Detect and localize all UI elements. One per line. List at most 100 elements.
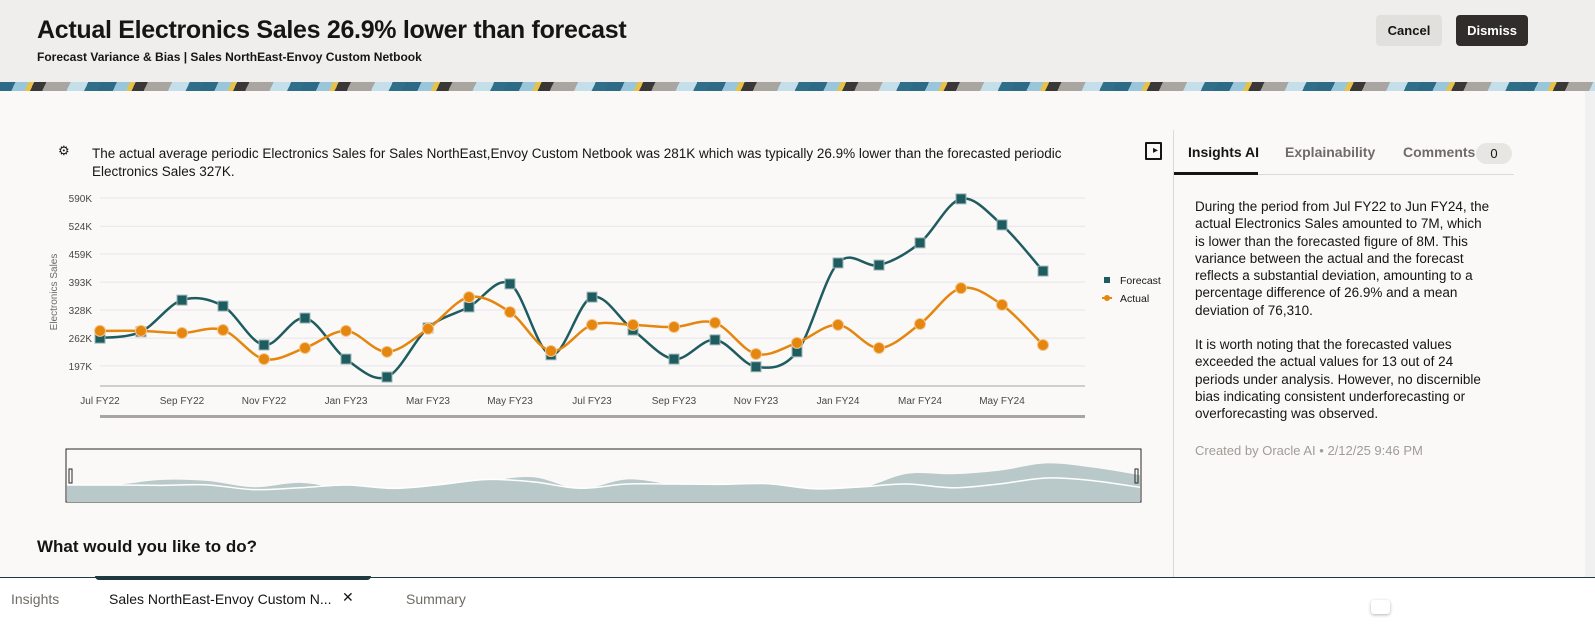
x-tick-label: Jan FY23 [325,396,368,407]
x-tick-label: Mar FY24 [898,396,942,407]
y-axis-ticks: 197K 262K 328K 393K 459K 524K 590K [69,194,93,373]
forecast-point [750,361,762,373]
cancel-button[interactable]: Cancel [1376,15,1442,46]
actual-point [545,344,557,357]
x-axis-ticks: Jul FY22 Sep FY22 Nov FY22 Jan FY23 Mar FY23… [80,396,1025,407]
forecast-point [463,301,475,313]
actual-point [586,318,598,331]
y-tick-label: 328K [69,306,93,317]
decorative-banner [0,82,1595,91]
actual-point [299,341,311,354]
tab-explainability[interactable]: Explainability [1285,144,1376,160]
y-tick-label: 590K [69,194,93,205]
actual-point [94,324,106,337]
x-tick-label: Jan FY24 [817,396,860,407]
actual-point [1037,338,1049,351]
tab-insights-ai[interactable]: Insights AI [1188,144,1260,160]
x-tick-label: Jul FY22 [80,396,120,407]
forecast-point [955,193,967,205]
y-axis-label: Electronics Sales [49,254,60,331]
forecast-point [586,291,598,303]
forecast-point [1037,265,1049,277]
actual-point [709,316,721,329]
bottom-tab-summary[interactable]: Summary [406,591,466,607]
actual-point [340,324,352,337]
page-subtitle: Forecast Variance & Bias | Sales NorthEa… [37,50,422,64]
ai-insight-text: During the period from Jul FY22 to Jun F… [1195,198,1495,423]
series-line-forecast [99,197,1044,380]
floating-handle[interactable] [1371,600,1390,614]
line-chart: 197K 262K 328K 393K 459K 524K 590K Jul FY22 Sep… [49,193,1161,503]
insight-summary: The actual average periodic Electronics … [92,146,1062,179]
bottom-tab-insights[interactable]: Insights [11,591,60,607]
chart-series [94,193,1049,383]
x-tick-label: May FY24 [979,396,1025,407]
tab-comments[interactable]: Comments [1403,144,1476,160]
x-tick-label: Sep FY22 [160,396,205,407]
bottom-tab-sales-northeast[interactable]: Sales NorthEast-Envoy Custom N... [109,591,332,607]
close-tab-icon[interactable]: ✕ [342,589,354,605]
actual-point [996,298,1008,311]
forecast-point [299,312,311,324]
panel-toggle-icon[interactable]: ▸ [1145,142,1162,160]
legend-marker-actual [1104,295,1110,301]
x-axis-scrollbar[interactable] [100,415,1085,418]
actual-point [463,291,475,304]
overview-left-handle [68,468,73,484]
forecast-point [381,371,393,383]
page-title: Actual Electronics Sales 26.9% lower tha… [37,16,627,44]
actual-point [135,324,147,337]
actual-point [832,318,844,331]
active-tab-indicator [1174,172,1258,175]
legend-label: Forecast [1120,275,1161,287]
ai-paragraph: During the period from Jul FY22 to Jun F… [1195,199,1490,318]
panel-divider [1173,130,1174,577]
actual-point [176,327,188,340]
action-prompt-heading: What would you like to do? [37,537,258,556]
forecast-point [176,294,188,306]
overview-navigator[interactable] [65,448,1142,503]
chart-grid [100,197,1085,387]
actual-point [791,336,803,349]
actual-point [955,282,967,295]
actual-point [258,353,270,366]
actual-point [381,345,393,358]
forecast-point [873,259,885,271]
vertical-scrollbar[interactable] [1585,91,1595,577]
header: Actual Electronics Sales 26.9% lower tha… [0,0,1595,82]
side-panel-tabs: Insights AI Explainability Comments [1174,130,1514,175]
legend-marker-forecast [1104,277,1110,283]
ai-robot-icon: ⚙ [58,143,70,158]
forecast-point [709,334,721,346]
actual-point [873,341,885,354]
x-tick-label: Mar FY23 [406,396,450,407]
forecast-point [668,353,680,365]
actual-point [217,324,229,337]
x-tick-label: Sep FY23 [652,396,697,407]
x-tick-label: May FY23 [487,396,533,407]
actual-point [668,321,680,334]
forecast-point [258,339,270,351]
y-tick-label: 524K [69,222,93,233]
y-tick-label: 393K [69,278,93,289]
ai-paragraph: It is worth noting that the forecasted v… [1195,337,1481,422]
comments-count-badge: 0 [1476,143,1512,164]
dismiss-button[interactable]: Dismiss [1456,15,1528,46]
forecast-point [914,237,926,249]
overview-area-actual [67,477,1140,502]
overview-line-actual [66,477,1141,491]
forecast-point [832,257,844,269]
x-tick-label: Nov FY23 [734,396,779,407]
actual-point [504,306,516,319]
active-bottom-tab-indicator [95,576,371,580]
chart-legend: Forecast Actual [1102,275,1161,305]
x-tick-label: Jul FY23 [572,396,612,407]
actual-point [627,318,639,331]
forecast-point [340,353,352,365]
actual-point [914,318,926,331]
forecast-point [996,219,1008,231]
y-tick-label: 459K [69,250,93,261]
overview-right-handle [1134,468,1139,484]
bottom-tab-bar: Insights Sales NorthEast-Envoy Custom N.… [0,576,1595,632]
forecast-point [217,300,229,312]
